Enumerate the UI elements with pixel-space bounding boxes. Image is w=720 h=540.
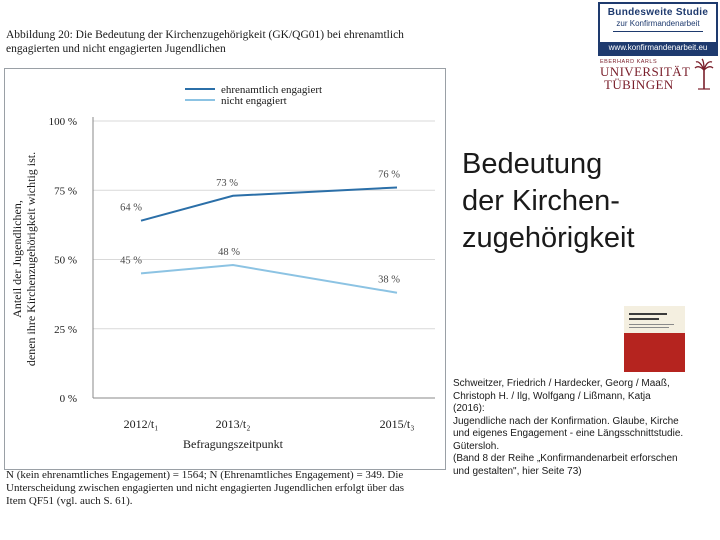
y-tick-label: 50 %	[54, 255, 77, 267]
y-tick-label: 100 %	[49, 116, 77, 128]
slide-title-line: zugehörigkeit	[462, 222, 635, 254]
data-label: 45 %	[120, 255, 142, 266]
series-line	[140, 186, 398, 222]
university-name: UNIVERSITÄT	[600, 64, 691, 79]
slide-title-line: Bedeutung	[462, 148, 603, 180]
footnote-line: Unterscheidung zwischen engagierten und …	[6, 482, 404, 494]
x-tick-label: 2015/t₃	[380, 417, 415, 431]
book-cover-label-area	[624, 306, 685, 333]
figure-caption: Abbildung 20: Die Bedeutung der Kirchenz…	[6, 28, 436, 56]
footnote-line: N (kein ehrenamtliches Engagement) = 156…	[6, 469, 404, 481]
caption-line: engagierten und nicht engagierten Jugend…	[6, 43, 226, 55]
study-logo-title: Bundesweite Studie	[607, 7, 709, 18]
x-tick-label: 2012/t₁	[124, 417, 159, 431]
study-logo-url: www.konfirmandenarbeit.eu	[600, 42, 716, 54]
x-tick-label: 2013/t₂	[216, 417, 251, 431]
reference-line: Gütersloh.	[453, 440, 500, 452]
figure-footnote: N (kein ehrenamtliches Engagement) = 156…	[6, 469, 446, 508]
study-logo-divider	[613, 31, 703, 32]
data-label: 64 %	[120, 203, 142, 214]
book-cover-line	[629, 327, 669, 328]
reference-line: (Band 8 der Reihe „Konfirmandenarbeit er…	[453, 453, 678, 464]
book-reference: Schweitzer, Friedrich / Hardecker, Georg…	[453, 378, 715, 478]
university-prefix: EBERHARD KARLS	[600, 59, 658, 65]
series-line	[140, 264, 398, 294]
reference-line: Schweitzer, Friedrich / Hardecker, Georg…	[453, 378, 670, 389]
slide-title-line: der Kirchen-	[462, 185, 620, 217]
reference-line: Christoph H. / Ilg, Wolfgang / Lißmann, …	[453, 390, 651, 402]
book-cover-line	[629, 318, 659, 320]
data-label: 76 %	[378, 169, 400, 180]
study-logo-subtitle: zur Konfirmandenarbeit	[616, 19, 700, 28]
reference-line: (2016):	[453, 403, 485, 414]
reference-line: und eigenes Engagement - eine Längsschni…	[453, 428, 684, 439]
book-cover-image	[624, 306, 685, 372]
university-logo: EBERHARD KARLS UNIVERSITÄT TÜBINGEN	[598, 58, 716, 94]
y-tick-label: 75 %	[54, 185, 77, 197]
y-tick-label: 25 %	[54, 324, 77, 336]
palm-tree-icon	[694, 58, 714, 90]
book-cover-line	[629, 313, 667, 315]
data-label: 73 %	[216, 178, 238, 189]
y-axis-label: Anteil der Jugendlichen,	[10, 200, 24, 318]
university-city: TÜBINGEN	[604, 77, 674, 92]
footnote-line: Item QF51 (vgl. auch S. 61).	[6, 495, 133, 507]
book-cover-line	[629, 324, 674, 325]
y-tick-label: 0 %	[60, 393, 77, 405]
data-label: 38 %	[378, 275, 400, 286]
caption-line: Abbildung 20: Die Bedeutung der Kirchenz…	[6, 29, 404, 41]
x-axis-label: Befragungszeitpunkt	[183, 437, 284, 451]
slide-title: Bedeutung der Kirchen- zugehörigkeit	[462, 146, 712, 257]
legend-label: nicht engagiert	[221, 95, 287, 107]
data-label: 48 %	[218, 247, 240, 258]
y-axis-label: denen ihre Kirchenzugehörigkeit wichtig …	[24, 152, 38, 366]
legend-label: ehrenamtlich engagiert	[221, 84, 322, 96]
reference-line: und gestalten", hier Seite 73)	[453, 465, 582, 477]
chart-frame: ehrenamtlich engagiert nicht engagiert 0 %…	[4, 68, 446, 470]
reference-line: Jugendliche nach der Konfirmation. Glaub…	[453, 415, 679, 427]
study-logo: Bundesweite Studie zur Konfirmandenarbei…	[598, 2, 718, 56]
